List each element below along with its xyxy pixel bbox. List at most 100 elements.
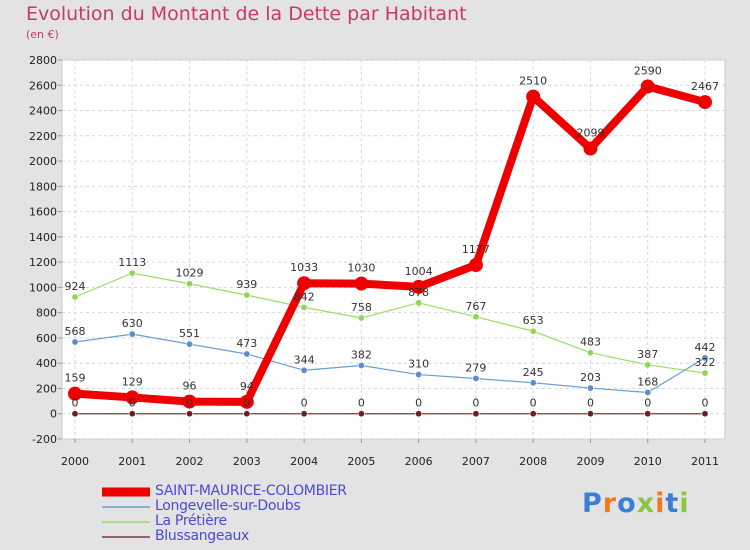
data-label-s0-11: 2467 — [691, 80, 719, 93]
point-s1-3 — [243, 350, 251, 358]
data-label-s0-4: 1033 — [290, 261, 318, 274]
point-s1-7 — [472, 374, 480, 382]
point-s2-0 — [71, 293, 79, 301]
data-label-s0-1: 129 — [122, 375, 143, 388]
point-s3-4 — [300, 410, 308, 418]
point-s1-1 — [128, 330, 136, 338]
series-line-1 — [74, 333, 706, 394]
data-label-s1-7: 279 — [465, 361, 486, 374]
proxiti-logo: Proxiti — [582, 488, 690, 519]
legend-label-3: Blussangeaux — [155, 528, 250, 544]
y-tick-label-11: 2000 — [29, 155, 57, 168]
logo-letter-2: o — [617, 488, 637, 519]
data-label-s1-9: 203 — [580, 371, 601, 384]
point-s0-4 — [297, 276, 312, 291]
point-s3-0 — [71, 410, 79, 418]
data-label-s3-8: 0 — [530, 397, 537, 410]
y-tick-label-1: 0 — [50, 408, 57, 421]
data-labels: 0 0 0 0 0 0 0 0 0 0 0 0 924 1113 1029 939 842 758 878 767 65… — [65, 65, 720, 410]
data-label-s2-8: 653 — [523, 314, 544, 327]
data-label-s2-4: 842 — [294, 290, 315, 303]
y-tick-label-4: 600 — [36, 332, 57, 345]
data-label-s2-7: 767 — [465, 300, 486, 313]
point-s0-10 — [640, 79, 655, 94]
y-tick-label-8: 1400 — [29, 231, 57, 244]
legend-label-0: SAINT-MAURICE-COLOMBIER — [155, 483, 347, 499]
data-label-s1-10: 168 — [637, 376, 658, 389]
point-s2-11 — [701, 369, 709, 377]
logo-letter-5: t — [665, 488, 680, 519]
point-s3-8 — [529, 410, 537, 418]
x-tick-label-5: 2005 — [347, 455, 375, 468]
y-tick-label-6: 1000 — [29, 281, 57, 294]
point-s3-10 — [644, 410, 652, 418]
data-label-s1-1: 630 — [122, 317, 143, 330]
point-s2-2 — [186, 280, 194, 288]
point-s2-1 — [128, 269, 136, 277]
y-tick-label-9: 1600 — [29, 206, 57, 219]
point-s1-10 — [644, 389, 652, 397]
point-s1-11 — [701, 354, 709, 362]
data-label-s0-5: 1030 — [347, 262, 375, 275]
data-label-s2-11: 322 — [695, 356, 716, 369]
data-label-s0-6: 1004 — [405, 265, 433, 278]
point-s0-0 — [68, 386, 82, 401]
point-s2-9 — [586, 349, 594, 357]
point-s3-9 — [586, 410, 594, 418]
legend-label-1: Longevelle-sur-Doubs — [155, 498, 301, 514]
data-label-s3-6: 0 — [415, 397, 422, 410]
data-label-s2-2: 1029 — [176, 267, 204, 280]
point-s0-5 — [354, 276, 369, 291]
point-s0-1 — [125, 390, 140, 405]
point-s1-5 — [357, 361, 365, 369]
point-s3-6 — [415, 410, 423, 418]
legend-swatch-3 — [102, 536, 150, 538]
y-tick-label-5: 800 — [36, 307, 57, 320]
legend-swatch-1 — [102, 506, 150, 508]
data-label-s2-0: 924 — [65, 280, 86, 293]
data-label-s3-7: 0 — [472, 397, 479, 410]
data-label-s1-11: 442 — [695, 341, 716, 354]
y-tick-label-0: -200 — [32, 433, 57, 446]
x-tick-label-8: 2008 — [519, 455, 547, 468]
data-label-s0-7: 1177 — [462, 243, 490, 256]
point-s1-6 — [415, 371, 423, 379]
point-s3-2 — [186, 410, 194, 418]
data-label-s0-9: 2099 — [576, 127, 604, 140]
data-label-s1-8: 245 — [523, 366, 544, 379]
point-s2-3 — [243, 291, 251, 299]
axes: -200020040060080010001200140016001800200… — [29, 54, 719, 468]
data-label-s1-4: 344 — [294, 353, 315, 366]
data-label-s0-8: 2510 — [519, 75, 547, 88]
logo-letter-4: i — [655, 488, 666, 519]
data-label-s0-0: 159 — [65, 372, 86, 385]
y-tick-label-13: 2400 — [29, 105, 57, 118]
point-s0-9 — [583, 141, 598, 156]
point-s3-1 — [128, 410, 136, 418]
point-s2-10 — [644, 361, 652, 369]
data-label-s0-10: 2590 — [634, 65, 662, 78]
point-s2-8 — [529, 327, 537, 335]
data-label-s2-5: 758 — [351, 301, 372, 314]
chart-subtitle: (en €) — [26, 28, 59, 41]
data-label-s3-5: 0 — [358, 397, 365, 410]
legend-label-2: La Prétière — [155, 513, 227, 529]
data-label-s3-1: 0 — [129, 397, 136, 410]
x-tick-label-10: 2010 — [634, 455, 662, 468]
point-s0-8 — [526, 89, 541, 104]
data-label-s1-6: 310 — [408, 358, 429, 371]
point-s1-0 — [71, 338, 79, 346]
point-s2-6 — [415, 299, 423, 307]
y-tick-label-3: 400 — [36, 357, 57, 370]
data-label-s3-3: 0 — [243, 397, 250, 410]
data-label-s3-0: 0 — [72, 397, 79, 410]
y-tick-label-10: 1800 — [29, 180, 57, 193]
y-tick-label-2: 200 — [36, 382, 57, 395]
logo-letter-6: i — [679, 488, 690, 519]
series-lines — [68, 79, 712, 418]
data-label-s2-3: 939 — [236, 278, 257, 291]
line-chart: -200020040060080010001200140016001800200… — [29, 54, 726, 468]
plot-area — [61, 59, 726, 440]
y-tick-label-15: 2800 — [29, 54, 57, 67]
point-s3-3 — [243, 410, 251, 418]
